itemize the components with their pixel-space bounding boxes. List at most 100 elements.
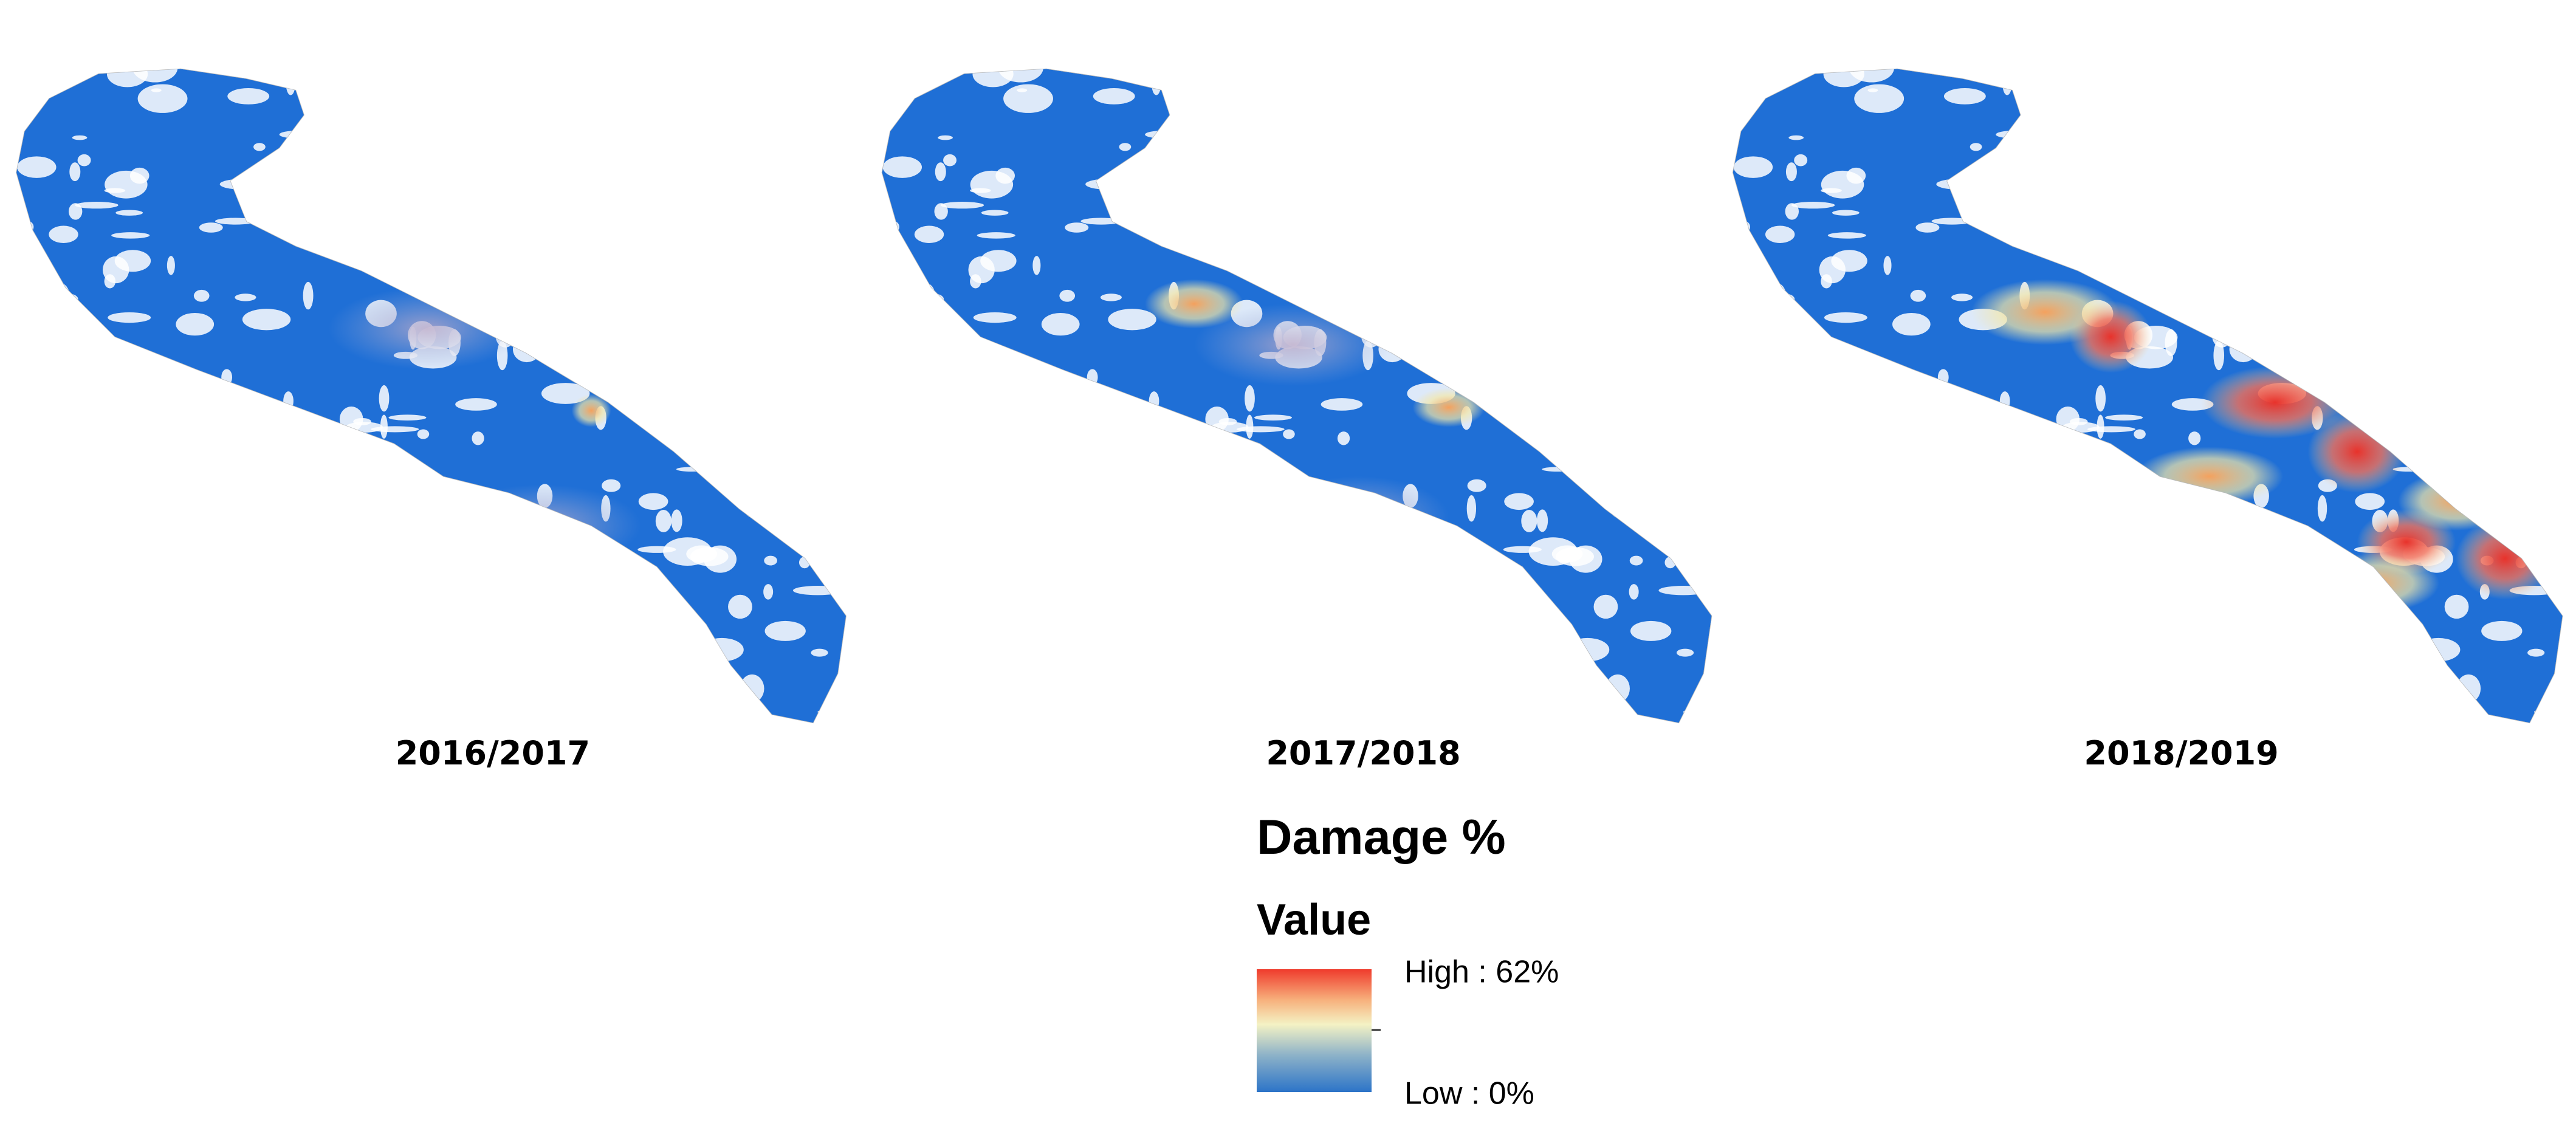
gap	[99, 542, 145, 547]
gap	[160, 486, 178, 509]
gap	[1467, 479, 1486, 492]
gap	[1073, 678, 1091, 701]
gap	[1271, 222, 1297, 239]
gap	[417, 429, 430, 439]
gap	[2233, 314, 2245, 322]
gap	[1316, 244, 1339, 254]
gap	[1610, 184, 1660, 207]
gap	[1666, 121, 1695, 148]
gap	[1065, 222, 1089, 233]
gap	[2126, 69, 2140, 84]
gap	[215, 218, 256, 225]
gap	[554, 253, 597, 267]
gap	[2064, 131, 2098, 152]
gap	[2096, 537, 2119, 565]
gap	[2056, 210, 2081, 215]
gap	[1421, 534, 1471, 547]
map-panel	[15, 68, 847, 724]
gap	[1395, 295, 1415, 324]
gap	[2457, 453, 2470, 477]
gap	[517, 314, 528, 322]
gap	[934, 203, 948, 220]
gap	[2410, 176, 2433, 190]
gap	[2388, 222, 2439, 230]
gap	[553, 636, 571, 644]
gap	[1565, 637, 1610, 662]
gap	[2287, 664, 2303, 688]
gap	[1659, 69, 1681, 73]
gap	[166, 670, 201, 693]
gap	[418, 552, 452, 576]
gap	[26, 580, 78, 586]
gap	[2274, 161, 2307, 178]
gap	[1273, 148, 1322, 159]
gap	[1788, 135, 1804, 140]
gap	[2188, 431, 2201, 445]
gap	[286, 515, 319, 541]
gap	[1664, 557, 1676, 569]
gap	[1246, 225, 1290, 236]
gap	[388, 209, 406, 224]
gap	[1080, 218, 1122, 225]
gap	[1163, 472, 1174, 488]
gap	[1999, 391, 2010, 411]
gap	[380, 225, 424, 236]
gap	[763, 584, 774, 600]
gap	[1762, 293, 1790, 323]
gap	[388, 414, 427, 421]
gap	[1175, 657, 1217, 686]
gap	[1359, 528, 1393, 534]
gap	[1318, 610, 1337, 630]
gap	[819, 180, 831, 185]
gap	[1099, 687, 1107, 701]
damage-area	[2455, 517, 2555, 600]
gap	[724, 326, 749, 350]
gap	[1468, 376, 1519, 402]
gap	[2135, 552, 2169, 576]
gap	[882, 156, 922, 178]
gap	[1974, 190, 1982, 211]
gap	[1973, 719, 1981, 723]
gap	[72, 135, 88, 140]
gap	[1149, 391, 1159, 411]
gap	[887, 425, 926, 447]
gap	[1243, 631, 1277, 647]
gap	[2456, 674, 2481, 703]
gap	[1970, 143, 1982, 151]
gap	[2013, 472, 2025, 488]
gap	[1329, 180, 1375, 192]
gap	[544, 673, 556, 693]
gap	[741, 146, 753, 155]
gap	[1785, 203, 1799, 220]
map-label: 2017/2018	[1266, 734, 1460, 772]
gap	[379, 385, 390, 412]
gap	[137, 84, 188, 113]
gap	[1821, 170, 1864, 199]
gap	[780, 255, 828, 276]
gap	[2318, 125, 2360, 149]
gap	[2236, 323, 2281, 329]
gap	[1048, 398, 1100, 402]
gap	[2212, 319, 2254, 340]
damage-area	[328, 287, 526, 370]
gap	[529, 204, 582, 221]
gap	[1593, 594, 1618, 619]
gap	[376, 630, 404, 636]
gap	[1674, 397, 1682, 411]
gap	[1282, 658, 1334, 662]
gap	[957, 353, 1008, 362]
gap	[1118, 655, 1153, 669]
gap	[1932, 559, 1944, 563]
gap	[1777, 294, 1795, 305]
gap	[977, 232, 1015, 239]
gap	[221, 369, 233, 386]
gap	[805, 460, 834, 483]
gap	[1515, 235, 1553, 263]
land-cover	[16, 69, 847, 723]
gap	[75, 202, 118, 209]
gap	[1246, 414, 1254, 439]
gap	[2478, 323, 2523, 338]
gap	[36, 326, 75, 347]
gap	[602, 479, 621, 492]
gap	[2002, 72, 2012, 95]
